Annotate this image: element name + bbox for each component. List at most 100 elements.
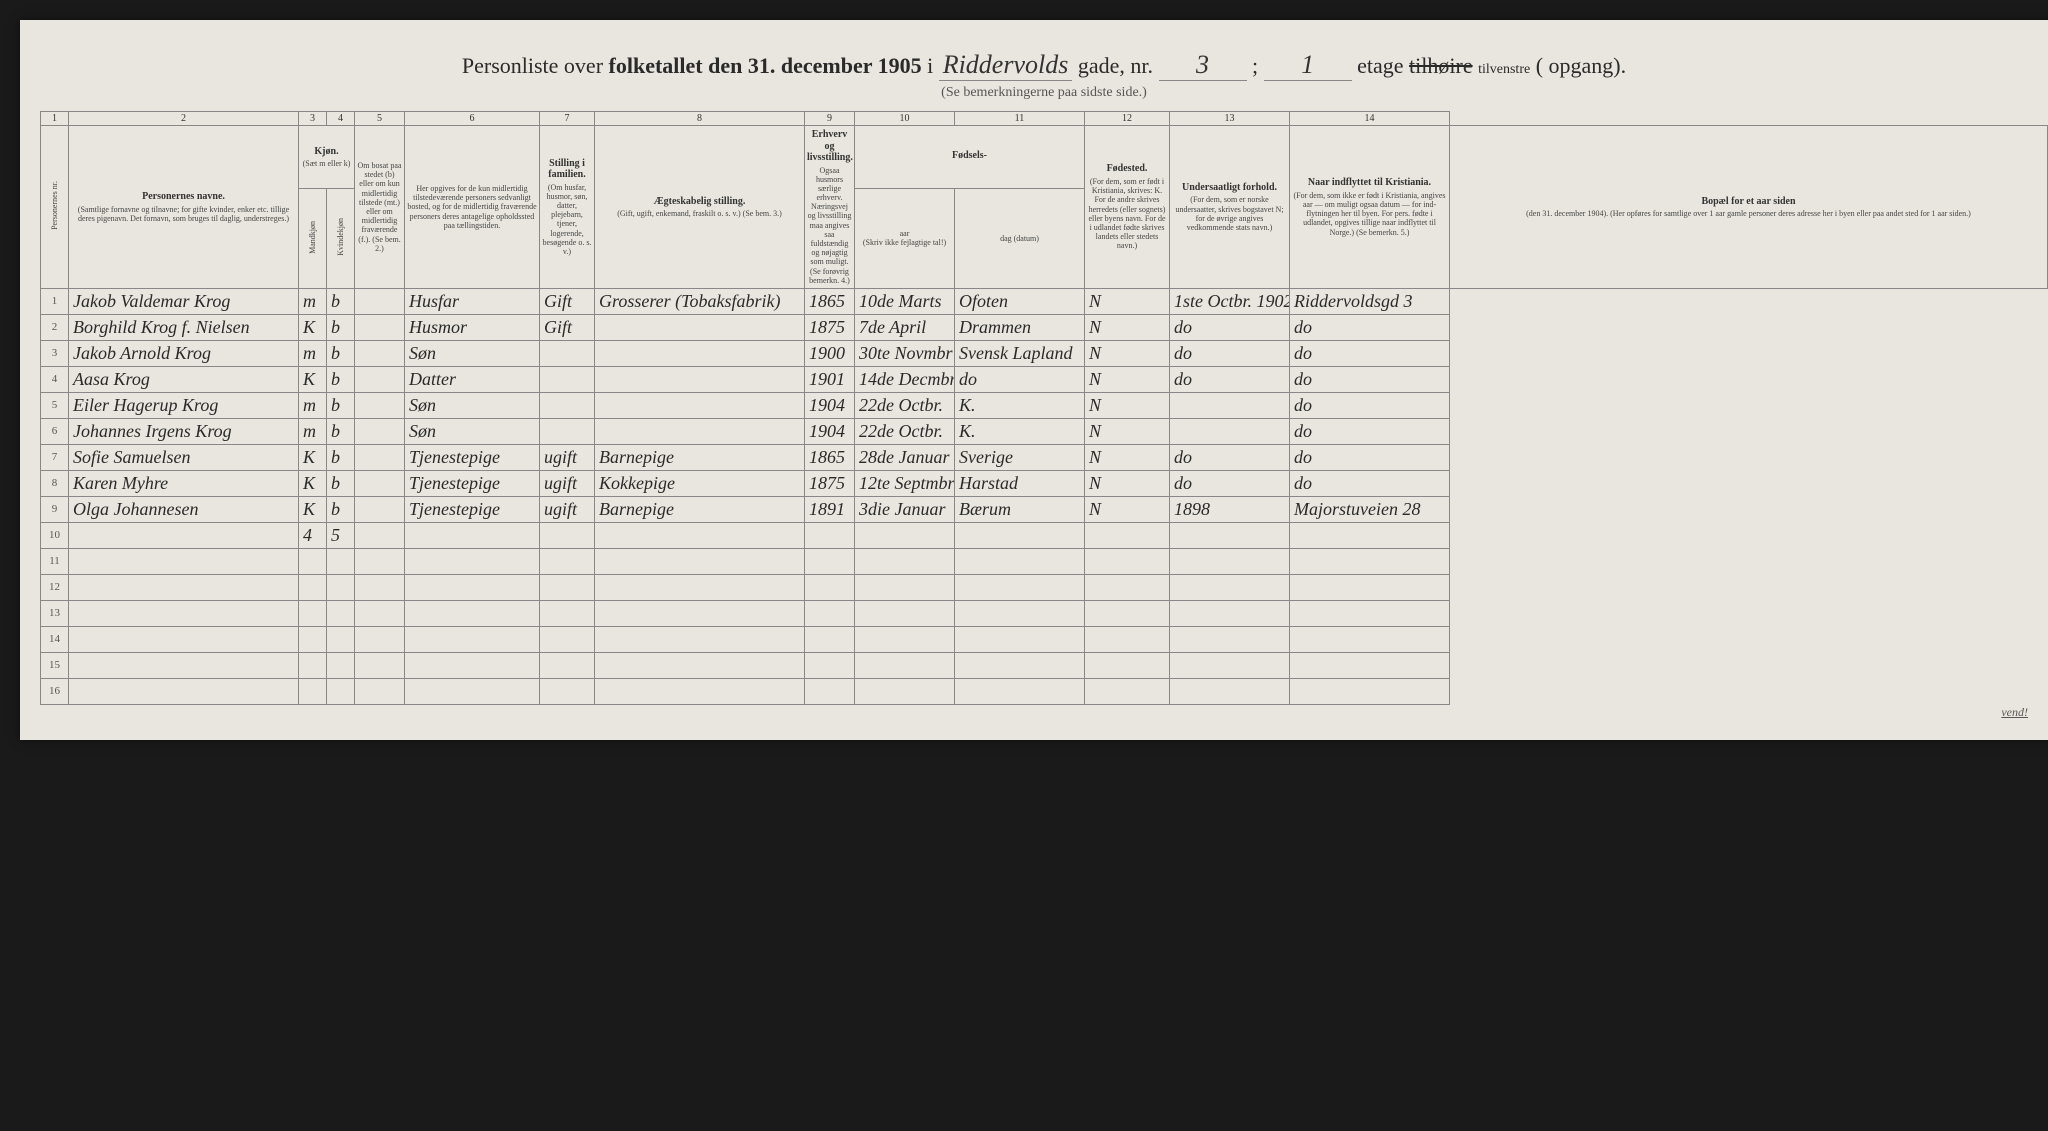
table-row: 6Johannes Irgens Krogmb Søn 190422de Oct… (41, 418, 2048, 444)
sublabel: (den 31. december 1904). (Her opføres fo… (1452, 209, 2045, 218)
cell-nat: N (1085, 366, 1170, 392)
table-body: 1Jakob Valdemar Krogmb HusfarGiftGrosser… (41, 288, 2048, 704)
cell-res: b (327, 288, 355, 314)
cell-occupation (595, 548, 805, 574)
cell-marital (540, 392, 595, 418)
cell-date: 22de Octbr. (855, 392, 955, 418)
street-name: Riddervolds (939, 50, 1073, 81)
cell-addr (1290, 652, 1450, 678)
colnum: 2 (69, 112, 299, 126)
row-number: 5 (41, 392, 69, 418)
cell-nat (1085, 548, 1170, 574)
cell-temp (355, 626, 405, 652)
cell-addr: do (1290, 340, 1450, 366)
row-number: 4 (41, 366, 69, 392)
cell-date: 14de Decmbr (855, 366, 955, 392)
cell-moved (1170, 678, 1290, 704)
title-gade: gade, nr. (1078, 53, 1159, 78)
col-name: Personernes navne. (Samtlige fornavne og… (69, 126, 299, 289)
label: Personernes navne. (71, 191, 296, 203)
cell-res (327, 652, 355, 678)
cell-place (955, 652, 1085, 678)
col-birth: Fødsels- (855, 126, 1085, 189)
title-tilhoire: tilhøire (1409, 53, 1473, 78)
title-prefix: Personliste over (462, 53, 609, 78)
row-number: 3 (41, 340, 69, 366)
cell-marital (540, 574, 595, 600)
cell-place (955, 574, 1085, 600)
cell-place: K. (955, 418, 1085, 444)
cell-family: Søn (405, 418, 540, 444)
sublabel: Ogsaa husmors særlige erhverv. Næringsve… (807, 166, 852, 285)
label: Mandkjøn (308, 221, 317, 254)
cell-name (69, 574, 299, 600)
cell-res (327, 600, 355, 626)
cell-sex: K (299, 496, 327, 522)
cell-family (405, 652, 540, 678)
cell-year (805, 548, 855, 574)
sublabel: (Sæt m eller k) (301, 159, 352, 168)
sublabel: (Skriv ikke fejlagtige tal!) (857, 238, 952, 247)
cell-addr (1290, 548, 1450, 574)
cell-year: 1901 (805, 366, 855, 392)
cell-res: b (327, 392, 355, 418)
sublabel: Her opgives for de kun midlertidig tilst… (407, 184, 537, 230)
cell-temp (355, 314, 405, 340)
cell-temp (355, 288, 405, 314)
table-row: 7Sofie SamuelsenKb TjenestepigeugiftBarn… (41, 444, 2048, 470)
header-row: Personernes nr. Personernes navne. (Samt… (41, 126, 2048, 189)
colnum: 13 (1170, 112, 1290, 126)
vend-label: vend! (40, 705, 2048, 720)
row-number: 13 (41, 600, 69, 626)
col-female: Kvindekjøn (327, 188, 355, 288)
cell-sex (299, 548, 327, 574)
title-opgang: ( opgang). (1536, 53, 1626, 78)
cell-place: Harstad (955, 470, 1085, 496)
row-number: 12 (41, 574, 69, 600)
cell-addr (1290, 626, 1450, 652)
cell-place (955, 522, 1085, 548)
cell-temp (355, 574, 405, 600)
cell-family (405, 626, 540, 652)
cell-sex: m (299, 340, 327, 366)
cell-nat: N (1085, 340, 1170, 366)
cell-marital (540, 340, 595, 366)
cell-moved (1170, 626, 1290, 652)
sublabel: (For dem, som er født i Kristiania, skri… (1087, 177, 1167, 251)
cell-date (855, 626, 955, 652)
label: Stilling i familien. (542, 158, 592, 181)
colnum: 7 (540, 112, 595, 126)
cell-nat: N (1085, 288, 1170, 314)
col-birth-year: aar (Skriv ikke fejlagtige tal!) (855, 188, 955, 288)
cell-addr (1290, 522, 1450, 548)
label: Fødsels- (857, 150, 1082, 162)
cell-res (327, 548, 355, 574)
label: aar (857, 229, 952, 238)
cell-date: 30te Novmbr (855, 340, 955, 366)
col-nationality: Undersaatligt forhold. (For dem, som er … (1170, 126, 1290, 289)
label: Personernes nr. (50, 181, 59, 230)
cell-date: 3die Januar (855, 496, 955, 522)
colnum: 1 (41, 112, 69, 126)
cell-nat: N (1085, 392, 1170, 418)
col-male: Mandkjøn (299, 188, 327, 288)
cell-marital (540, 600, 595, 626)
cell-date: 10de Marts (855, 288, 955, 314)
cell-moved (1170, 418, 1290, 444)
cell-date (855, 522, 955, 548)
cell-marital (540, 548, 595, 574)
cell-name: Eiler Hagerup Krog (69, 392, 299, 418)
cell-sex (299, 678, 327, 704)
cell-family: Søn (405, 340, 540, 366)
cell-nat (1085, 678, 1170, 704)
cell-addr (1290, 678, 1450, 704)
colnum-row: 1 2 3 4 5 6 7 8 9 10 11 12 13 14 (41, 112, 2048, 126)
cell-sex (299, 626, 327, 652)
cell-temp (355, 470, 405, 496)
cell-year: 1875 (805, 314, 855, 340)
row-number: 8 (41, 470, 69, 496)
cell-nat (1085, 574, 1170, 600)
row-number: 6 (41, 418, 69, 444)
table-row: 5Eiler Hagerup Krogmb Søn 190422de Octbr… (41, 392, 2048, 418)
cell-date (855, 678, 955, 704)
